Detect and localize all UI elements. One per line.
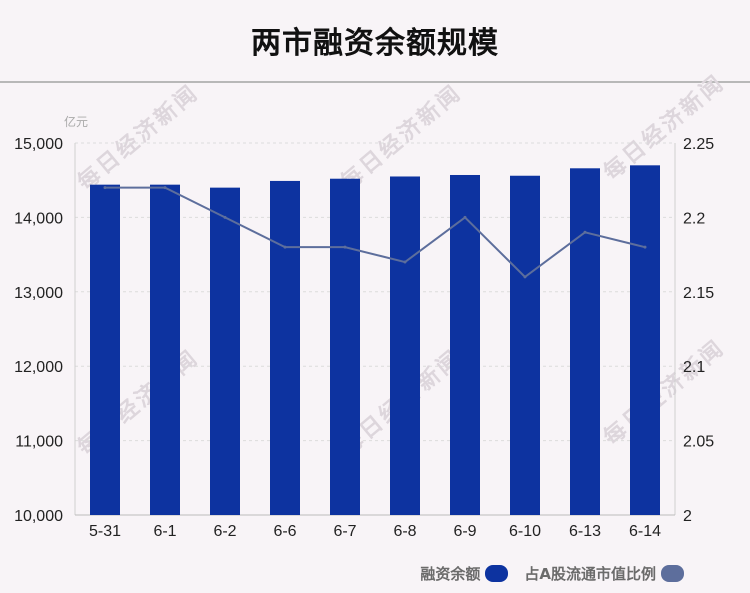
y-right-tick-label: 2.25: [683, 136, 714, 153]
y-right-tick-label: 2.1: [683, 359, 705, 376]
line-point: [223, 215, 227, 219]
line-point: [523, 275, 527, 279]
x-tick-label: 6-1: [153, 523, 176, 540]
y-right-tick-label: 2.15: [683, 285, 714, 302]
y-left-unit: 亿元: [64, 114, 88, 129]
legend: 融资余额 占A股流通市值比例: [404, 563, 684, 584]
line-point: [583, 230, 587, 234]
bar: [450, 174, 480, 515]
bar: [330, 178, 360, 515]
x-tick-label: 6-13: [569, 523, 601, 540]
bar: [270, 180, 300, 515]
y-left-tick-label: 10,000: [14, 508, 63, 525]
x-tick-label: 6-6: [273, 523, 296, 540]
x-tick-label: 5-31: [89, 523, 121, 540]
y-right-tick-label: 2.05: [683, 434, 714, 451]
line-point: [163, 186, 167, 190]
legend-item-line: 占A股流通市值比例: [524, 563, 684, 584]
y-right-tick-label: 2.2: [683, 210, 705, 227]
chart-title: 两市融资余额规模: [251, 26, 499, 61]
x-tick-label: 6-9: [453, 523, 476, 540]
line-point: [283, 245, 287, 249]
legend-item-bar: 融资余额: [420, 563, 509, 584]
bar: [570, 168, 600, 515]
bar: [510, 175, 540, 515]
legend-swatch-line: [661, 565, 684, 582]
legend-label-line: 占A股流通市值比例: [524, 565, 656, 583]
y-left-tick-label: 15,000: [14, 136, 63, 153]
line-point: [643, 245, 647, 249]
bar: [90, 184, 120, 515]
x-tick-label: 6-2: [213, 523, 236, 540]
line-point: [103, 186, 107, 190]
legend-swatch-bar: [485, 565, 509, 582]
bar: [390, 176, 420, 516]
y-left-tick-label: 11,000: [15, 434, 63, 451]
line-point: [463, 215, 467, 219]
line-point: [343, 245, 347, 249]
line-point: [403, 260, 407, 264]
ratio-line: [105, 186, 646, 279]
title-divider: [0, 81, 750, 83]
y-right-tick-label: 2: [683, 508, 692, 525]
x-tick-label: 6-8: [393, 523, 416, 540]
x-tick-label: 6-10: [509, 523, 541, 540]
x-tick-label: 6-7: [333, 523, 356, 540]
legend-label-bar: 融资余额: [420, 565, 481, 583]
y-left-tick-label: 14,000: [14, 210, 63, 227]
bar: [210, 187, 240, 515]
bar: [150, 184, 180, 515]
y-left-tick-label: 12,000: [14, 359, 63, 376]
bar: [630, 165, 660, 515]
x-tick-label: 6-14: [629, 523, 661, 540]
y-left-tick-label: 13,000: [14, 285, 63, 302]
